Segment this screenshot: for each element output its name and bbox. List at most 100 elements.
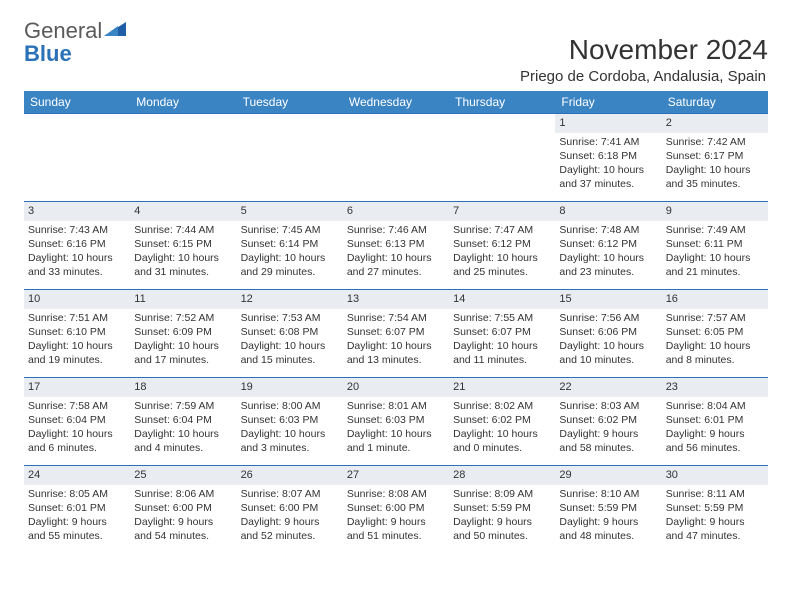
day-details: Sunrise: 8:05 AMSunset: 6:01 PMDaylight:…: [28, 487, 126, 544]
day-details: Sunrise: 7:55 AMSunset: 6:07 PMDaylight:…: [453, 311, 551, 368]
calendar-day-cell: 4Sunrise: 7:44 AMSunset: 6:15 PMDaylight…: [130, 202, 236, 290]
sunset-line: Sunset: 6:06 PM: [559, 325, 657, 339]
day-number: 3: [24, 202, 130, 221]
sunset-line: Sunset: 6:00 PM: [347, 501, 445, 515]
sunset-line: Sunset: 6:12 PM: [559, 237, 657, 251]
sunrise-line: Sunrise: 7:51 AM: [28, 311, 126, 325]
daylight-line: Daylight: 10 hours and 4 minutes.: [134, 427, 232, 455]
sunset-line: Sunset: 6:18 PM: [559, 149, 657, 163]
day-details: Sunrise: 7:54 AMSunset: 6:07 PMDaylight:…: [347, 311, 445, 368]
day-number: 25: [130, 466, 236, 485]
calendar-day-cell: 7Sunrise: 7:47 AMSunset: 6:12 PMDaylight…: [449, 202, 555, 290]
day-details: Sunrise: 7:51 AMSunset: 6:10 PMDaylight:…: [28, 311, 126, 368]
day-number: 10: [24, 290, 130, 309]
day-header: Tuesday: [237, 91, 343, 114]
calendar-day-cell: .: [343, 114, 449, 202]
daylight-line: Daylight: 10 hours and 6 minutes.: [28, 427, 126, 455]
day-details: Sunrise: 7:57 AMSunset: 6:05 PMDaylight:…: [666, 311, 764, 368]
day-number: 15: [555, 290, 661, 309]
sunset-line: Sunset: 6:04 PM: [134, 413, 232, 427]
day-details: Sunrise: 7:49 AMSunset: 6:11 PMDaylight:…: [666, 223, 764, 280]
daylight-line: Daylight: 10 hours and 19 minutes.: [28, 339, 126, 367]
daylight-line: Daylight: 10 hours and 17 minutes.: [134, 339, 232, 367]
day-number: 27: [343, 466, 449, 485]
daylight-line: Daylight: 9 hours and 58 minutes.: [559, 427, 657, 455]
sunrise-line: Sunrise: 7:58 AM: [28, 399, 126, 413]
day-details: Sunrise: 8:09 AMSunset: 5:59 PMDaylight:…: [453, 487, 551, 544]
day-number: 13: [343, 290, 449, 309]
daylight-line: Daylight: 10 hours and 13 minutes.: [347, 339, 445, 367]
calendar-day-cell: 27Sunrise: 8:08 AMSunset: 6:00 PMDayligh…: [343, 466, 449, 554]
calendar-week-row: 24Sunrise: 8:05 AMSunset: 6:01 PMDayligh…: [24, 466, 768, 554]
day-details: Sunrise: 8:04 AMSunset: 6:01 PMDaylight:…: [666, 399, 764, 456]
sunrise-line: Sunrise: 7:42 AM: [666, 135, 764, 149]
daylight-line: Daylight: 10 hours and 3 minutes.: [241, 427, 339, 455]
sunrise-line: Sunrise: 8:02 AM: [453, 399, 551, 413]
sunset-line: Sunset: 6:07 PM: [347, 325, 445, 339]
day-details: Sunrise: 7:45 AMSunset: 6:14 PMDaylight:…: [241, 223, 339, 280]
calendar-week-row: 3Sunrise: 7:43 AMSunset: 6:16 PMDaylight…: [24, 202, 768, 290]
day-details: Sunrise: 7:44 AMSunset: 6:15 PMDaylight:…: [134, 223, 232, 280]
calendar-day-cell: 24Sunrise: 8:05 AMSunset: 6:01 PMDayligh…: [24, 466, 130, 554]
calendar-day-cell: 19Sunrise: 8:00 AMSunset: 6:03 PMDayligh…: [237, 378, 343, 466]
daylight-line: Daylight: 9 hours and 55 minutes.: [28, 515, 126, 543]
sunset-line: Sunset: 6:07 PM: [453, 325, 551, 339]
logo-text-general: General: [24, 18, 102, 43]
day-header: Friday: [555, 91, 661, 114]
sunrise-line: Sunrise: 7:54 AM: [347, 311, 445, 325]
calendar-week-row: 10 Sunrise: 7:51 AMSunset: 6:10 PMDayligh…: [24, 290, 768, 378]
sunrise-line: Sunrise: 8:06 AM: [134, 487, 232, 501]
day-number: 5: [237, 202, 343, 221]
calendar-day-cell: 23Sunrise: 8:04 AMSunset: 6:01 PMDayligh…: [662, 378, 768, 466]
sunset-line: Sunset: 5:59 PM: [453, 501, 551, 515]
daylight-line: Daylight: 10 hours and 31 minutes.: [134, 251, 232, 279]
sunrise-line: Sunrise: 7:45 AM: [241, 223, 339, 237]
day-header: Monday: [130, 91, 236, 114]
sunrise-line: Sunrise: 7:44 AM: [134, 223, 232, 237]
day-number: 11: [130, 290, 236, 309]
sunrise-line: Sunrise: 8:08 AM: [347, 487, 445, 501]
calendar-day-cell: 9Sunrise: 7:49 AMSunset: 6:11 PMDaylight…: [662, 202, 768, 290]
header: General Blue November 2024: [24, 20, 768, 66]
day-number: 20: [343, 378, 449, 397]
daylight-line: Daylight: 10 hours and 8 minutes.: [666, 339, 764, 367]
sunset-line: Sunset: 6:08 PM: [241, 325, 339, 339]
calendar-day-cell: 22Sunrise: 8:03 AMSunset: 6:02 PMDayligh…: [555, 378, 661, 466]
page: General Blue November 2024 Priego de Cor…: [0, 0, 792, 574]
day-details: Sunrise: 7:59 AMSunset: 6:04 PMDaylight:…: [134, 399, 232, 456]
sunrise-line: Sunrise: 7:41 AM: [559, 135, 657, 149]
day-details: Sunrise: 8:11 AMSunset: 5:59 PMDaylight:…: [666, 487, 764, 544]
day-number: 7: [449, 202, 555, 221]
sunrise-line: Sunrise: 7:59 AM: [134, 399, 232, 413]
location-text: Priego de Cordoba, Andalusia, Spain: [24, 68, 768, 85]
day-details: Sunrise: 8:01 AMSunset: 6:03 PMDaylight:…: [347, 399, 445, 456]
daylight-line: Daylight: 9 hours and 52 minutes.: [241, 515, 339, 543]
calendar-day-cell: 12Sunrise: 7:53 AMSunset: 6:08 PMDayligh…: [237, 290, 343, 378]
daylight-line: Daylight: 9 hours and 54 minutes.: [134, 515, 232, 543]
sunrise-line: Sunrise: 7:57 AM: [666, 311, 764, 325]
day-details: Sunrise: 8:10 AMSunset: 5:59 PMDaylight:…: [559, 487, 657, 544]
sunrise-line: Sunrise: 7:53 AM: [241, 311, 339, 325]
calendar-day-cell: .: [24, 114, 130, 202]
day-number: 21: [449, 378, 555, 397]
sunrise-line: Sunrise: 8:00 AM: [241, 399, 339, 413]
calendar-day-cell: 28Sunrise: 8:09 AMSunset: 5:59 PMDayligh…: [449, 466, 555, 554]
calendar-day-cell: 13 Sunrise: 7:54 AMSunset: 6:07 PMDayligh…: [343, 290, 449, 378]
sunset-line: Sunset: 6:03 PM: [241, 413, 339, 427]
sunset-line: Sunset: 6:02 PM: [559, 413, 657, 427]
day-details: Sunrise: 7:56 AMSunset: 6:06 PMDaylight:…: [559, 311, 657, 368]
day-header: Saturday: [662, 91, 768, 114]
logo-text-blue: Blue: [24, 41, 72, 66]
calendar-day-cell: 8Sunrise: 7:48 AMSunset: 6:12 PMDaylight…: [555, 202, 661, 290]
calendar-day-cell: 15 Sunrise: 7:56 AMSunset: 6:06 PMDayligh…: [555, 290, 661, 378]
calendar-day-cell: .: [237, 114, 343, 202]
page-title: November 2024: [569, 34, 768, 66]
calendar-day-cell: 2Sunrise: 7:42 AMSunset: 6:17 PMDaylight…: [662, 114, 768, 202]
day-details: Sunrise: 7:46 AMSunset: 6:13 PMDaylight:…: [347, 223, 445, 280]
day-number: 30: [662, 466, 768, 485]
sunrise-line: Sunrise: 7:52 AM: [134, 311, 232, 325]
calendar-week-row: .....1Sunrise: 7:41 AMSunset: 6:18 PMDay…: [24, 114, 768, 202]
calendar-day-cell: 11Sunrise: 7:52 AMSunset: 6:09 PMDayligh…: [130, 290, 236, 378]
day-header-row: Sunday Monday Tuesday Wednesday Thursday…: [24, 91, 768, 114]
calendar-day-cell: 30 Sunrise: 8:11 AMSunset: 5:59 PMDayligh…: [662, 466, 768, 554]
